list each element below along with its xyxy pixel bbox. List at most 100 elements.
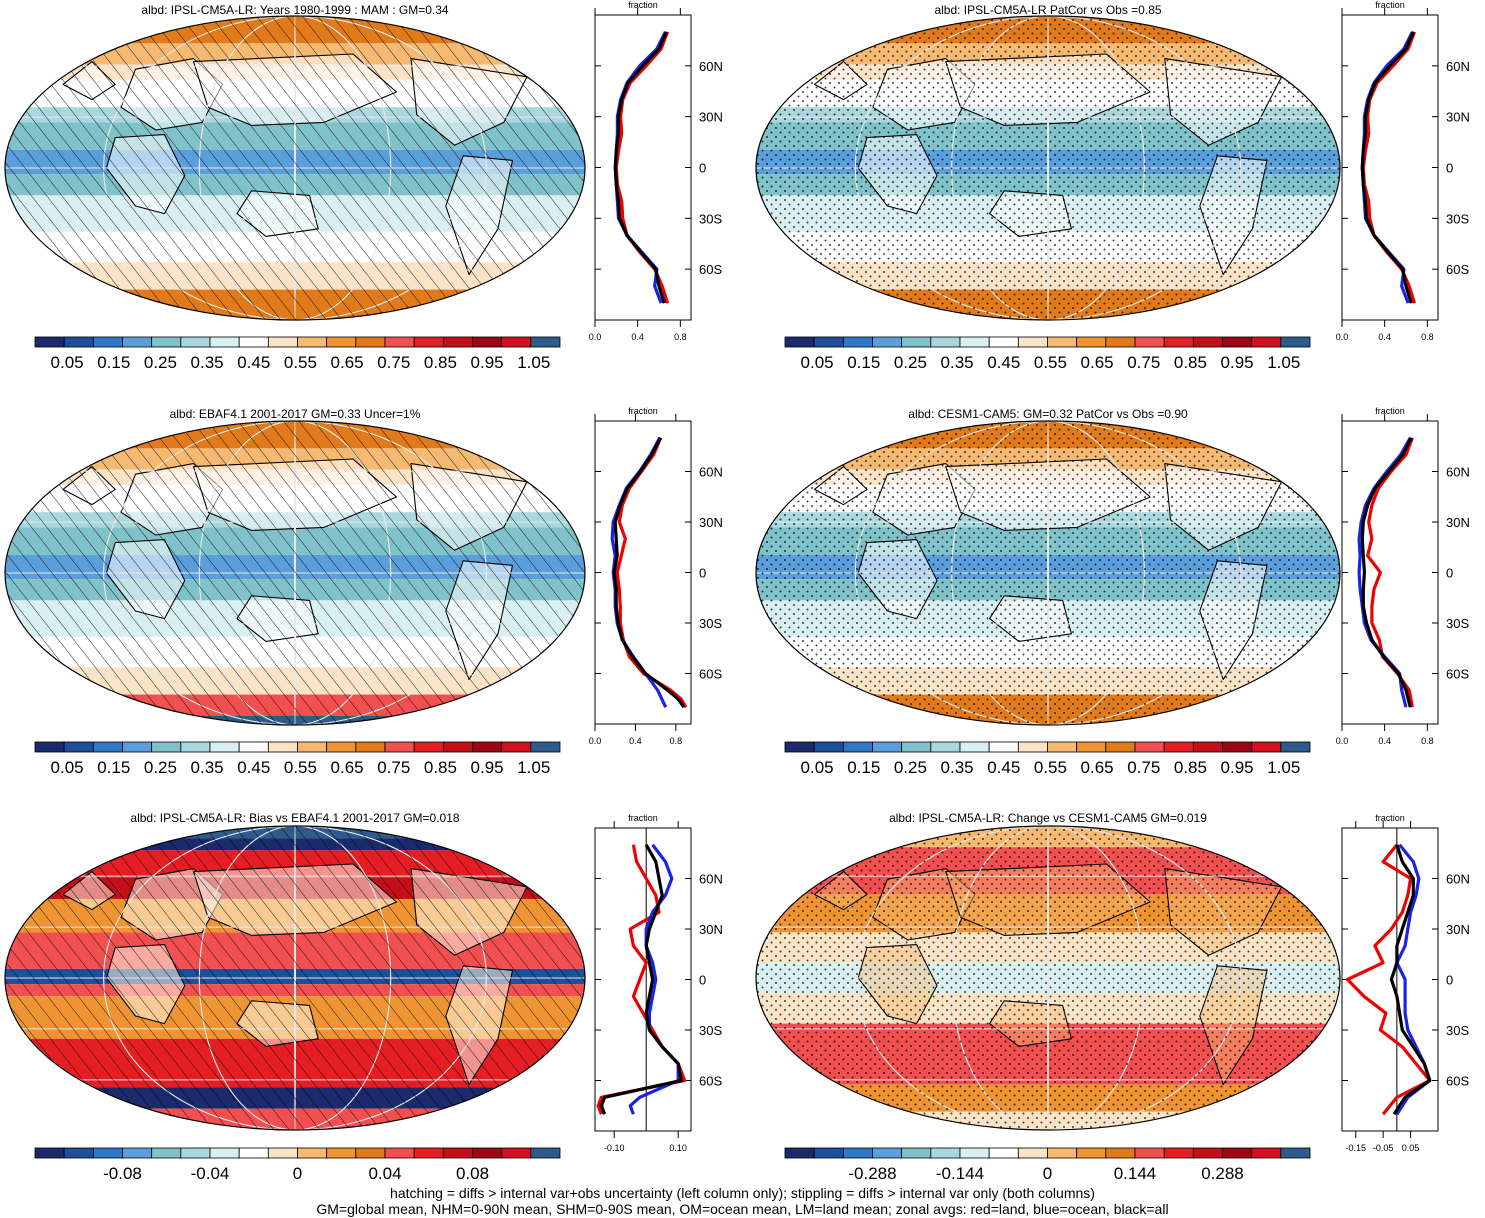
latitude-tick-label: 60S	[1446, 262, 1469, 277]
colorbar-swatch	[872, 336, 903, 348]
colorbar-label: 1.05	[1267, 758, 1300, 777]
latitude-tick-label: 30N	[1446, 922, 1470, 937]
zonal-xlabel: fraction	[1375, 0, 1405, 10]
colorbar-label: 0	[1043, 1164, 1052, 1183]
panel-5-title: albd: IPSL-CM5A-LR: Bias vs EBAF4.1 2001…	[130, 811, 459, 825]
latitude-tick-label: 60N	[1446, 872, 1470, 887]
latitude-tick-label: 60S	[699, 262, 722, 277]
colorbar-label: 0.65	[1081, 353, 1114, 372]
colorbar-label: 0.45	[237, 758, 270, 777]
colorbar-swatch	[92, 1147, 123, 1159]
zonal-xlabel: fraction	[628, 406, 658, 416]
colorbar-label: 1.05	[517, 758, 550, 777]
colorbar-label: 0.65	[1081, 758, 1114, 777]
colorbar-swatch	[1105, 336, 1136, 348]
zonal-x-tick-label: 0.0	[1336, 332, 1349, 342]
colorbar-swatch	[1222, 336, 1253, 348]
colorbar-swatch	[1017, 1147, 1048, 1159]
colorbar-swatch	[784, 1147, 815, 1159]
colorbar-swatch	[501, 336, 532, 348]
latitude-tick-label: 60S	[699, 667, 722, 682]
panel-2-title: albd: IPSL-CM5A-LR PatCor vs Obs =0.85	[934, 3, 1161, 17]
footer-note-2: GM=global mean, NHM=0-90N mean, SHM=0-90…	[316, 1201, 1169, 1217]
panel-4-zonal-plot: fraction 60N 30N 0 30S 60S 0.0 0.4 0.8	[1336, 406, 1470, 746]
panel-6: albd: IPSL-CM5A-LR: Change vs CESM1-CAM5…	[755, 811, 1470, 1183]
zonal-x-tick-label: 0.0	[589, 736, 602, 746]
hatching-overlay	[5, 16, 585, 320]
colorbar-swatch	[122, 1147, 153, 1159]
map-outline	[4, 825, 586, 1131]
colorbar-swatch	[413, 1147, 444, 1159]
colorbar-label: 0.85	[1174, 758, 1207, 777]
latitude-tick-label: 30S	[699, 1023, 722, 1038]
colorbar-swatch	[842, 741, 873, 753]
latitude-tick-label: 0	[1446, 161, 1453, 176]
colorbar-swatch	[842, 1147, 873, 1159]
colorbar-label: 0.85	[424, 758, 457, 777]
colorbar-swatch	[988, 336, 1019, 348]
colorbar-swatch	[1163, 1147, 1194, 1159]
colorbar-swatch	[842, 336, 873, 348]
panel-2-zonal-plot: fraction 60N 30N 0 30S 60S 0.0 0.4 0.8	[1336, 0, 1470, 342]
colorbar-swatch	[1192, 336, 1223, 348]
colorbar-swatch	[267, 1147, 298, 1159]
stippling-overlay	[756, 826, 1340, 1130]
latitude-tick-label: 30S	[1446, 211, 1469, 226]
colorbar-swatch	[784, 336, 815, 348]
colorbar-swatch	[930, 1147, 961, 1159]
colorbar-label: -0.288	[848, 1164, 896, 1183]
colorbar-swatch	[1222, 1147, 1253, 1159]
panel-6-map	[755, 825, 1341, 1131]
colorbar-swatch	[180, 741, 211, 753]
colorbar-label: 0.05	[51, 353, 84, 372]
zonal-x-tick-label: -0.10	[604, 1143, 625, 1153]
colorbar-label: -0.04	[191, 1164, 230, 1183]
colorbar-label: 0.95	[1221, 353, 1254, 372]
colorbar-label: 0.95	[471, 758, 504, 777]
colorbar-swatch	[959, 1147, 990, 1159]
colorbar-swatch	[1105, 741, 1136, 753]
zonal-x-tick-label: 0.8	[670, 736, 683, 746]
colorbar-label: 0.75	[377, 353, 410, 372]
latitude-tick-label: 60S	[1446, 667, 1469, 682]
colorbar-label: 0.45	[987, 353, 1020, 372]
colorbar-label: 0	[293, 1164, 302, 1183]
colorbar-swatch	[63, 741, 94, 753]
colorbar-label: 0.35	[191, 758, 224, 777]
colorbar-swatch	[442, 336, 473, 348]
colorbar-swatch	[930, 336, 961, 348]
zonal-x-tick-label: 0.4	[1378, 332, 1391, 342]
colorbar-swatch	[1192, 1147, 1223, 1159]
panel-2-colorbar: 0.05 0.15 0.25 0.35 0.45 0.55 0.65 0.75 0.85 0.95…	[784, 336, 1311, 372]
colorbar-swatch	[384, 1147, 415, 1159]
zonal-x-tick-label: 0.0	[589, 332, 602, 342]
colorbar-swatch	[1076, 336, 1107, 348]
colorbar-label: 0.45	[237, 353, 270, 372]
latitude-tick-label: 30S	[1446, 1023, 1469, 1038]
colorbar-swatch	[1280, 336, 1311, 348]
zonal-line-all	[612, 437, 686, 709]
colorbar-swatch	[1017, 336, 1048, 348]
colorbar-label: 0.95	[471, 353, 504, 372]
colorbar-swatch	[1222, 741, 1253, 753]
colorbar-swatch	[901, 741, 932, 753]
colorbar-label: 0.05	[801, 758, 834, 777]
colorbar-swatch	[1192, 741, 1223, 753]
colorbar-swatch	[151, 741, 182, 753]
colorbar-label: 0.95	[1221, 758, 1254, 777]
latitude-tick-label: 0	[699, 161, 706, 176]
colorbar-label: 0.15	[847, 758, 880, 777]
colorbar-swatch	[1047, 741, 1078, 753]
colorbar-label: 0.55	[284, 758, 317, 777]
zonal-x-tick-label: 0.4	[631, 332, 644, 342]
zonal-line-all	[599, 844, 684, 1115]
colorbar-swatch	[267, 741, 298, 753]
zonal-line-land	[1345, 843, 1432, 1116]
latitude-tick-label: 30N	[699, 515, 723, 530]
colorbar-label: -0.08	[103, 1164, 142, 1183]
colorbar-swatch	[297, 1147, 328, 1159]
colorbar-swatch	[442, 1147, 473, 1159]
colorbar-swatch	[472, 1147, 503, 1159]
panel-6-zonal-plot: fraction 60N 30N 0 30S 60S -0.15 -0.05 0.05	[1341, 813, 1470, 1153]
colorbar-swatch	[413, 741, 444, 753]
